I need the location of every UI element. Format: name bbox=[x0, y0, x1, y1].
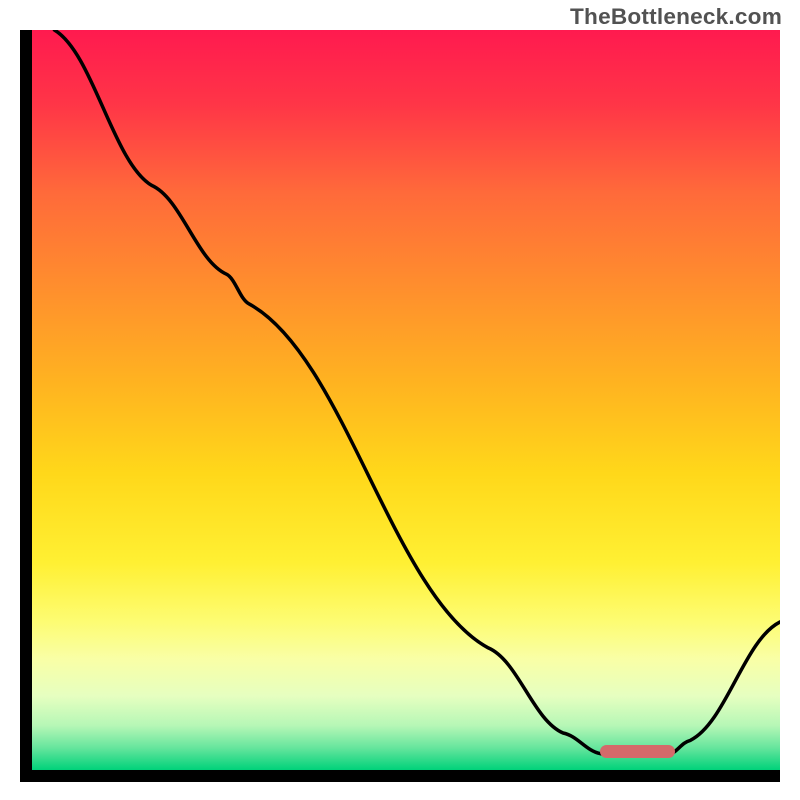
plot-area bbox=[32, 30, 780, 770]
optimal-range-marker bbox=[600, 745, 675, 758]
curve-overlay bbox=[32, 30, 780, 770]
x-axis-line bbox=[20, 770, 780, 782]
watermark-text: TheBottleneck.com bbox=[570, 4, 782, 30]
y-axis-line bbox=[20, 30, 32, 782]
figure-root: TheBottleneck.com bbox=[0, 0, 800, 800]
bottleneck-curve bbox=[54, 30, 780, 755]
